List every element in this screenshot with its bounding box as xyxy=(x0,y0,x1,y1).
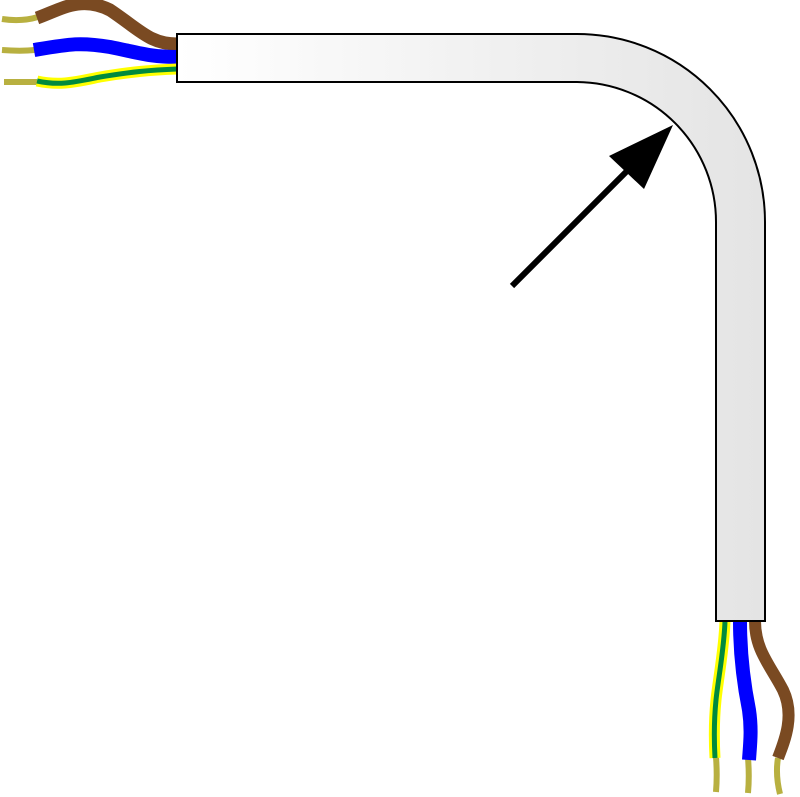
bottom-earth-bare-end xyxy=(713,756,720,793)
bottom-neutral-wire xyxy=(733,620,758,761)
bottom-live-bare-end xyxy=(773,757,783,795)
left-neutral-wire xyxy=(32,37,178,64)
cable-sheath xyxy=(176,33,766,622)
bottom-live-wire xyxy=(749,620,795,761)
left-wire-ends xyxy=(1,0,178,89)
bend-arrow xyxy=(509,125,673,289)
left-neutral-bare-end xyxy=(1,47,36,54)
bottom-earth-wire-green xyxy=(711,620,728,759)
bottom-wire-ends xyxy=(708,620,795,795)
left-live-wire xyxy=(34,0,178,51)
bottom-neutral-bare-end xyxy=(745,757,752,794)
left-earth-wire-green xyxy=(36,66,178,86)
left-live-bare-end xyxy=(1,14,39,24)
arrow-head xyxy=(609,125,673,189)
